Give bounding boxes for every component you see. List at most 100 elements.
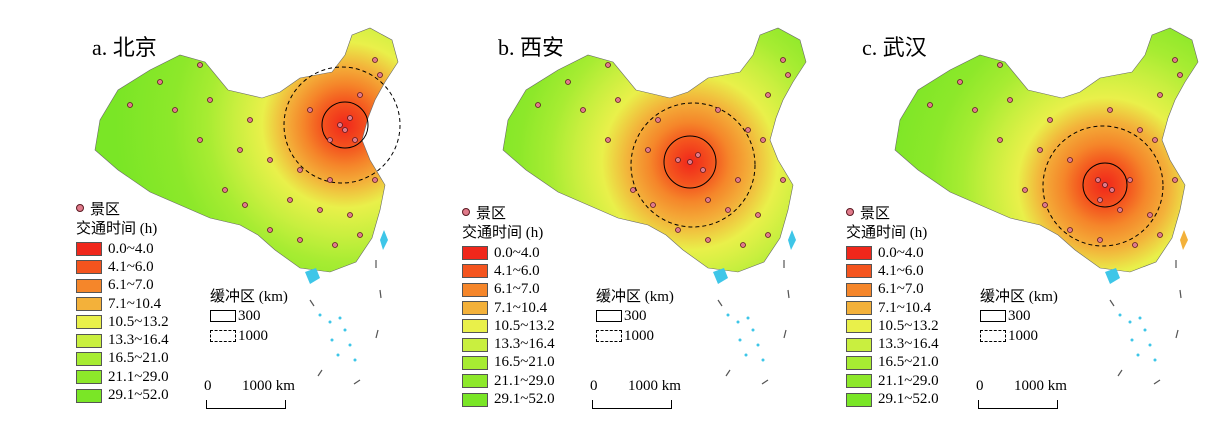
buffer-300km-circle [321, 101, 369, 149]
legend-swatch [76, 388, 102, 403]
buffer-1000-symbol [596, 330, 622, 342]
buffer-heading: 缓冲区 (km) [210, 289, 288, 305]
legend-class-row: 16.5~21.0 [76, 350, 169, 368]
buffer-300km-circle [1082, 162, 1128, 208]
legend-class-label: 0.0~4.0 [878, 244, 924, 261]
legend-swatch [462, 246, 488, 261]
legend-class-label: 0.0~4.0 [108, 240, 154, 257]
legend-class-label: 13.3~16.4 [494, 336, 555, 353]
scale-end: 1000 km [628, 378, 681, 394]
legend-class-row: 0.0~4.0 [76, 240, 169, 258]
legend-swatch [462, 301, 488, 316]
legend-class-row: 10.5~13.2 [846, 317, 939, 335]
legend-class-row: 4.1~6.0 [76, 258, 169, 276]
legend-class-label: 7.1~10.4 [878, 299, 932, 316]
legend-class-label: 16.5~21.0 [878, 354, 939, 371]
legend-class-label: 6.1~7.0 [108, 277, 154, 294]
legend-class-row: 0.0~4.0 [462, 244, 555, 262]
panel-title: b. 西安 [498, 35, 565, 60]
legend-swatch [76, 351, 102, 366]
legend-heading: 交通时间 (h) [76, 221, 158, 237]
legend-class-row: 13.3~16.4 [76, 331, 169, 349]
legend-class-label: 29.1~52.0 [494, 391, 555, 408]
scenic-spot-points [127, 57, 383, 248]
legend-swatch [76, 260, 102, 275]
legend-class-label: 10.5~13.2 [494, 317, 555, 334]
legend-swatch [846, 392, 872, 407]
scenic-spot-points [927, 57, 1183, 248]
points-label: 景区 [860, 205, 891, 222]
map-legend: 景区 交通时间 (h) 0.0~4.0 4.1~6.0 6.1~7.0 7.1~10.… [76, 198, 169, 405]
legend-class-label: 29.1~52.0 [878, 391, 939, 408]
legend-class-row: 21.1~29.0 [846, 372, 939, 390]
legend-class-row: 29.1~52.0 [462, 390, 555, 408]
buffer-300-symbol [596, 310, 622, 322]
legend-class-label: 7.1~10.4 [108, 295, 162, 312]
map-legend: 景区 交通时间 (h) 0.0~4.0 4.1~6.0 6.1~7.0 7.1~10.… [846, 202, 939, 409]
legend-heading: 交通时间 (h) [462, 225, 544, 241]
scale-start: 0 [204, 378, 212, 394]
china-territory [894, 27, 1199, 273]
legend-class-row: 13.3~16.4 [462, 335, 555, 353]
legend-class-label: 4.1~6.0 [494, 262, 540, 279]
legend-swatch [846, 337, 872, 352]
buffer-1000km-circle [283, 66, 401, 184]
legend-class-row: 6.1~7.0 [76, 277, 169, 295]
scenic-spot-symbol [76, 204, 84, 212]
legend-class-label: 16.5~21.0 [108, 350, 169, 367]
legend-heading: 交通时间 (h) [846, 225, 928, 241]
legend-class-label: 10.5~13.2 [878, 317, 939, 334]
buffer-inner-label: 300 [624, 307, 647, 324]
legend-class-label: 4.1~6.0 [108, 258, 154, 275]
legend-class-row: 16.5~21.0 [846, 354, 939, 372]
legend-swatch [846, 374, 872, 389]
taiwan-island [380, 230, 388, 250]
hainan-island [713, 268, 728, 284]
legend-class-row: 29.1~52.0 [76, 386, 169, 404]
panel-title: a. 北京 [92, 35, 157, 60]
legend-class-label: 21.1~29.0 [878, 372, 939, 389]
buffer-legend: 缓冲区 (km) 300 1000 [596, 285, 674, 346]
scale-end: 1000 km [242, 378, 295, 394]
legend-class-row: 0.0~4.0 [846, 244, 939, 262]
legend-class-row: 6.1~7.0 [846, 281, 939, 299]
legend-swatch [76, 242, 102, 257]
hainan-island [305, 268, 320, 284]
nine-dash-line [717, 260, 790, 385]
taiwan-island [788, 230, 796, 250]
buffer-1000km-circle [630, 102, 756, 228]
legend-class-label: 4.1~6.0 [878, 262, 924, 279]
legend-swatch [76, 297, 102, 312]
buffer-heading: 缓冲区 (km) [980, 289, 1058, 305]
south-sea-islands [318, 313, 357, 362]
scale-bar: 0 1000 km [204, 378, 314, 409]
scale-bar: 0 1000 km [976, 378, 1086, 409]
legend-swatch [76, 278, 102, 293]
scale-start: 0 [590, 378, 598, 394]
legend-class-row: 6.1~7.0 [462, 281, 555, 299]
legend-classes: 0.0~4.0 4.1~6.0 6.1~7.0 7.1~10.4 10.5~13.2 13… [846, 244, 939, 409]
nine-dash-line [1109, 260, 1182, 385]
scenic-spot-points [535, 57, 791, 248]
buffer-1000km-circle [1042, 125, 1164, 247]
legend-class-row: 13.3~16.4 [846, 335, 939, 353]
legend-class-row: 4.1~6.0 [462, 262, 555, 280]
legend-class-label: 0.0~4.0 [494, 244, 540, 261]
legend-swatch [462, 264, 488, 279]
legend-classes: 0.0~4.0 4.1~6.0 6.1~7.0 7.1~10.4 10.5~13.2 13… [76, 240, 169, 405]
scenic-spot-symbol [462, 208, 470, 216]
scale-end: 1000 km [1014, 378, 1067, 394]
legend-swatch [462, 282, 488, 297]
map-legend: 景区 交通时间 (h) 0.0~4.0 4.1~6.0 6.1~7.0 7.1~10.… [462, 202, 555, 409]
map-beijing [94, 27, 401, 385]
legend-swatch [462, 392, 488, 407]
legend-class-row: 29.1~52.0 [846, 390, 939, 408]
map-panel-xian: b. 西安 景区 交通时间 (h) 0.0~4.0 4.1~6.0 6.1~7.0 7… [408, 0, 807, 440]
legend-class-label: 6.1~7.0 [494, 281, 540, 298]
legend-class-label: 29.1~52.0 [108, 387, 169, 404]
legend-swatch [846, 246, 872, 261]
scale-bar: 0 1000 km [590, 378, 700, 409]
buffer-inner-label: 300 [1008, 307, 1031, 324]
legend-swatch [76, 333, 102, 348]
south-sea-islands [1118, 313, 1157, 362]
